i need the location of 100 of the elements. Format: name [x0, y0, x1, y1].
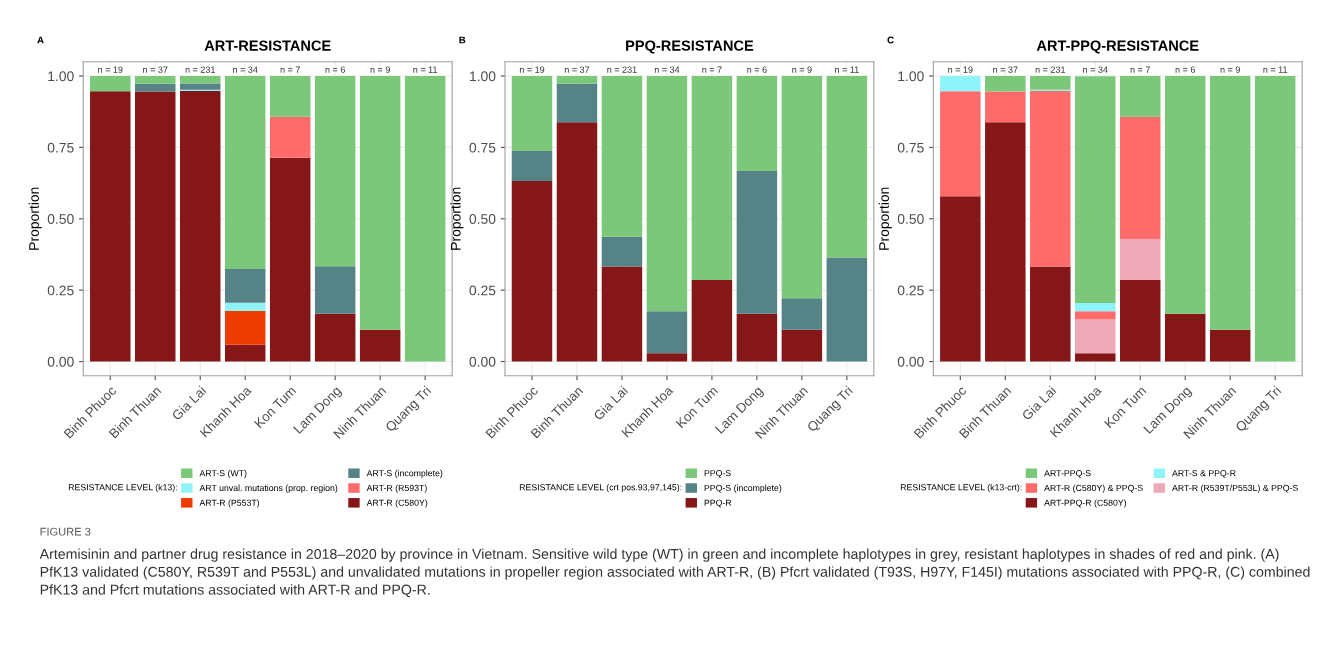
annotation: n = 11 — [413, 66, 438, 73]
bar — [511, 181, 553, 362]
annotation: n = 37 — [143, 66, 168, 73]
legend-title: RESISTANCE LEVEL (crt pos.93,97,145): — [519, 483, 682, 493]
annotation: n = 34 — [1083, 66, 1108, 73]
legend-label: ART-PPQ-R (C580Y) — [1044, 499, 1127, 508]
bar — [985, 122, 1026, 362]
y-tick-label: 1.00 — [48, 71, 74, 82]
bar — [940, 91, 981, 197]
bar — [135, 76, 176, 84]
bar — [359, 76, 401, 330]
chart-title: ART-RESISTANCE — [204, 40, 331, 51]
bar — [556, 83, 598, 123]
bar — [359, 329, 401, 362]
legend-label: ART-S (WT) — [199, 469, 247, 478]
bar — [179, 76, 221, 84]
bar — [90, 91, 131, 362]
y-axis-title: Proportion — [878, 187, 892, 250]
y-tick-label: 0.75 — [897, 142, 924, 153]
bar — [269, 157, 311, 362]
annotation: n = 34 — [654, 66, 680, 73]
bar — [826, 76, 868, 258]
legend-label: ART-R (R539T/P553L) & PPQ-S — [1172, 484, 1298, 493]
annotation: n = 37 — [993, 66, 1018, 73]
bar — [314, 76, 356, 267]
y-tick-label: 0.25 — [47, 285, 74, 296]
bar — [224, 311, 266, 345]
bar — [1030, 90, 1071, 267]
annotation: n = 11 — [1263, 66, 1288, 73]
legend-label: ART-R (R593T) — [366, 484, 427, 493]
bar — [601, 266, 643, 362]
caption: FIGURE 3 — [40, 527, 91, 536]
bar — [135, 83, 176, 92]
x-tick-label: Gia Lai — [1021, 385, 1057, 421]
bar — [601, 76, 643, 237]
bar — [1075, 76, 1116, 303]
bar — [1164, 76, 1206, 314]
bar — [646, 76, 688, 312]
bar — [1030, 266, 1071, 362]
bar — [940, 196, 981, 362]
legend-label: ART unval. mutations (prop. region) — [199, 484, 338, 493]
bar — [179, 90, 221, 362]
bar — [781, 76, 823, 299]
annotation: n = 7 — [702, 66, 722, 73]
x-tick-label: Gia Lai — [592, 385, 629, 421]
bar — [224, 76, 266, 270]
bar — [985, 91, 1026, 123]
y-axis-title: Proportion — [450, 187, 464, 250]
bar — [1075, 353, 1116, 362]
legend-label: PPQ-R — [704, 499, 732, 508]
bar — [135, 91, 176, 362]
bar — [1209, 329, 1251, 362]
y-tick-label: 0.25 — [897, 285, 924, 296]
annotation: n = 9 — [1220, 66, 1240, 73]
annotation: n = 9 — [370, 66, 390, 73]
y-tick-label: 0.50 — [469, 214, 496, 224]
text: C — [887, 36, 894, 44]
bar — [224, 269, 266, 303]
bar — [556, 122, 598, 362]
bar — [1254, 76, 1296, 362]
legend-label: ART-S & PPQ-R — [1172, 470, 1236, 478]
bar — [511, 151, 553, 182]
y-tick-label: 0.75 — [47, 142, 74, 153]
bar — [646, 353, 688, 362]
annotation: n = 6 — [747, 66, 767, 73]
bar — [691, 279, 733, 362]
y-tick-label: 0.00 — [897, 356, 924, 367]
y-tick-label: 0.50 — [897, 214, 924, 224]
bar — [224, 302, 266, 311]
bar — [1120, 279, 1161, 362]
y-axis-title: Proportion — [28, 187, 42, 250]
legend-label: ART-S (incomplete) — [366, 469, 443, 478]
bar — [1075, 319, 1116, 354]
bar — [314, 313, 356, 362]
y-tick-label: 1.00 — [898, 71, 924, 82]
bar — [90, 76, 131, 92]
bar — [314, 266, 356, 314]
bar — [781, 298, 823, 330]
annotation: n = 231 — [607, 66, 637, 73]
bar — [940, 76, 981, 92]
legend-title: RESISTANCE LEVEL (k13-crt): — [900, 483, 1022, 493]
y-tick-label: 0.50 — [47, 214, 74, 224]
bar — [781, 329, 823, 362]
bar — [736, 171, 778, 314]
bar — [646, 311, 688, 354]
bar — [1120, 116, 1161, 240]
bar — [736, 76, 778, 172]
annotation: n = 6 — [1175, 66, 1195, 73]
y-tick-label: 0.00 — [469, 356, 496, 367]
text: Artemisinin and partner drug resistance in 2018–2020 by province in Vietnam. Sensitive wild type (WT) in green and incomplete haplotypes in grey, resistant haplotypes in shades of red and pink. (A) PfK13 validated (C580Y, R539T and P553L) and unvalidated mutations in propeller region associated with ART-R, (B) Pfcrt validated (T93S, H97Y, F145I) mutations associated with PPQ-R, (C) combined PfK13 and Pfcrt mutations associated with ART-R and PPQ-R. — [39, 548, 1310, 598]
bar — [1209, 76, 1251, 330]
bar — [691, 76, 733, 280]
annotation: n = 11 — [835, 66, 859, 73]
annotation: n = 7 — [1130, 66, 1150, 73]
bar — [556, 76, 598, 84]
annotation: n = 231 — [1035, 66, 1066, 73]
annotation: n = 7 — [280, 66, 300, 73]
annotation: n = 19 — [948, 66, 973, 73]
annotation: n = 34 — [233, 66, 258, 73]
annotation: n = 9 — [792, 66, 812, 73]
